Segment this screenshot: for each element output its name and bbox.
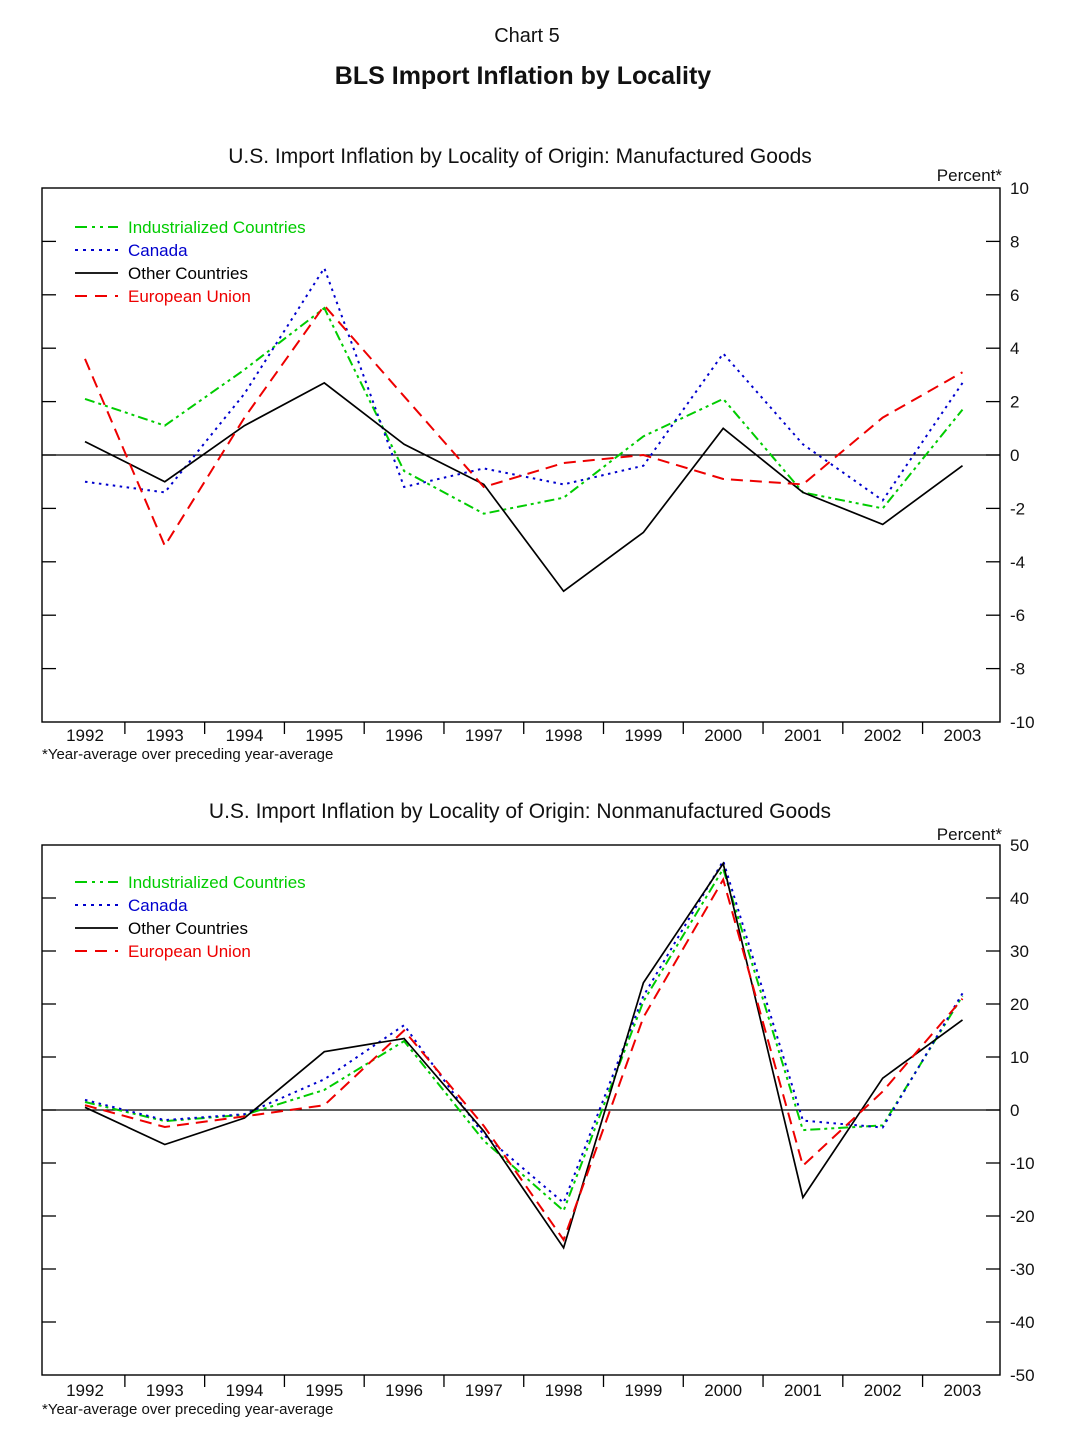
y-tick-label: 50 bbox=[1010, 836, 1029, 855]
y-tick-label: -4 bbox=[1010, 553, 1025, 572]
x-tick-label: 2003 bbox=[944, 1381, 982, 1400]
manufactured-percent-label: Percent* bbox=[937, 166, 1003, 185]
x-tick-label: 1997 bbox=[465, 726, 503, 745]
nonmanufactured-chart-title: U.S. Import Inflation by Locality of Ori… bbox=[209, 800, 831, 823]
legend-label: Other Countries bbox=[128, 919, 248, 938]
nonmanufactured-footnote: *Year-average over preceding year-averag… bbox=[42, 1401, 333, 1418]
y-tick-label: 0 bbox=[1010, 446, 1019, 465]
legend-label: Canada bbox=[128, 241, 188, 260]
y-tick-label: 40 bbox=[1010, 889, 1029, 908]
x-tick-label: 1994 bbox=[226, 1381, 264, 1400]
x-tick-label: 2002 bbox=[864, 726, 902, 745]
y-tick-label: -8 bbox=[1010, 660, 1025, 679]
y-tick-label: 6 bbox=[1010, 286, 1019, 305]
chart-number-label: Chart 5 bbox=[494, 25, 560, 47]
manufactured-goods-chart: 10 8 6 4 2 0 -2 -4 -6 -8 -10 1992 1993 1994 1995 1996 19… bbox=[41, 179, 1035, 745]
x-tick-label: 1993 bbox=[146, 726, 184, 745]
manufactured-chart-title: U.S. Import Inflation by Locality of Ori… bbox=[228, 145, 812, 168]
x-tick-label: 1992 bbox=[66, 726, 104, 745]
manufactured-footnote: *Year-average over preceding year-averag… bbox=[42, 746, 333, 763]
y-tick-label: 2 bbox=[1010, 393, 1019, 412]
y-tick-label: -2 bbox=[1010, 499, 1025, 518]
series-line-other-countries bbox=[84, 381, 964, 593]
x-tick-label: 1996 bbox=[385, 726, 423, 745]
x-tick-label: 2001 bbox=[784, 726, 822, 745]
y-tick-label: 30 bbox=[1010, 942, 1029, 961]
y-tick-label: -50 bbox=[1010, 1366, 1035, 1385]
nonmanufactured-percent-label: Percent* bbox=[937, 825, 1003, 844]
legend-label: Industrialized Countries bbox=[128, 873, 306, 892]
y-tick-label: 20 bbox=[1010, 995, 1029, 1014]
page-title: BLS Import Inflation by Locality bbox=[335, 62, 712, 90]
y-tick-label: 10 bbox=[1010, 179, 1029, 198]
x-tick-label: 1999 bbox=[624, 1381, 662, 1400]
legend-label: Canada bbox=[128, 896, 188, 915]
series-line-european-union bbox=[84, 303, 963, 548]
x-tick-label: 2003 bbox=[944, 726, 982, 745]
x-tick-label: 1993 bbox=[146, 1381, 184, 1400]
series-line-other-countries bbox=[84, 861, 964, 1250]
legend-label: Industrialized Countries bbox=[128, 218, 306, 237]
y-tick-label: -10 bbox=[1010, 713, 1035, 732]
nonmanufactured-goods-chart: 50 40 30 20 10 0 -10 -20 -30 -40 -50 1992 1993 1994 19… bbox=[41, 836, 1035, 1400]
x-tick-label: 1998 bbox=[545, 1381, 583, 1400]
x-tick-label: 1998 bbox=[545, 726, 583, 745]
y-tick-label: 4 bbox=[1010, 339, 1019, 358]
legend-label: European Union bbox=[128, 287, 251, 306]
x-tick-label: 2000 bbox=[704, 1381, 742, 1400]
x-tick-label: 2002 bbox=[864, 1381, 902, 1400]
y-tick-label: -20 bbox=[1010, 1207, 1035, 1226]
x-tick-label: 1992 bbox=[66, 1381, 104, 1400]
y-tick-label: 0 bbox=[1010, 1101, 1019, 1120]
x-tick-label: 1997 bbox=[465, 1381, 503, 1400]
legend-label: Other Countries bbox=[128, 264, 248, 283]
y-tick-label: -10 bbox=[1010, 1154, 1035, 1173]
y-tick-label: 10 bbox=[1010, 1048, 1029, 1067]
y-tick-label: -6 bbox=[1010, 606, 1025, 625]
x-tick-label: 1999 bbox=[624, 726, 662, 745]
x-tick-label: 2000 bbox=[704, 726, 742, 745]
y-tick-label: -30 bbox=[1010, 1260, 1035, 1279]
series-line-industrialized-countries bbox=[84, 306, 964, 515]
x-tick-label: 1995 bbox=[305, 1381, 343, 1400]
y-tick-label: 8 bbox=[1010, 232, 1019, 251]
series-line-canada bbox=[84, 858, 964, 1205]
legend-label: European Union bbox=[128, 942, 251, 961]
x-tick-label: 1996 bbox=[385, 1381, 423, 1400]
x-tick-label: 1994 bbox=[226, 726, 264, 745]
y-tick-label: -40 bbox=[1010, 1313, 1035, 1332]
x-tick-label: 1995 bbox=[305, 726, 343, 745]
x-tick-label: 2001 bbox=[784, 1381, 822, 1400]
